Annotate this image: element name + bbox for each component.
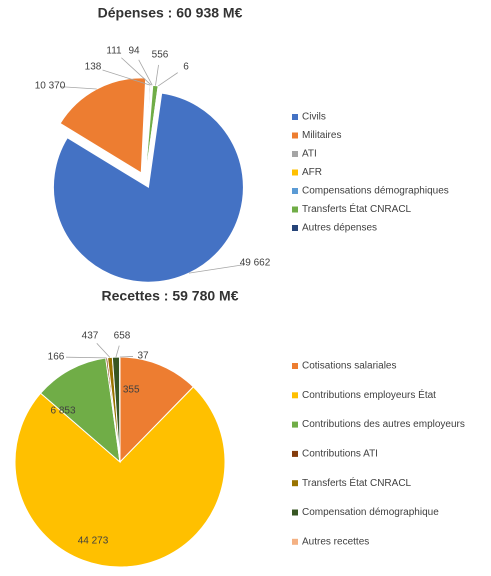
- legend-label: Contributions employeurs État: [302, 388, 436, 401]
- legend-swatch: [292, 132, 298, 139]
- leader-line: [121, 57, 152, 86]
- legend-swatch: [292, 509, 298, 516]
- data-label: 6 853: [50, 406, 75, 417]
- legend-label: Compensations démographiques: [302, 186, 449, 197]
- data-label: 49 662: [240, 258, 271, 269]
- legend-swatch: [292, 450, 298, 457]
- leader-line: [59, 86, 97, 90]
- legend-label: ATI: [302, 149, 317, 160]
- leader-line: [188, 264, 246, 274]
- legend-swatch: [292, 169, 298, 176]
- legend-swatch: [292, 206, 298, 213]
- pie-slice: [52, 92, 244, 283]
- data-label: 437: [82, 331, 99, 342]
- pie-slice: [14, 386, 226, 568]
- legend-swatch: [292, 114, 298, 120]
- chart-title: Dépenses : 60 938 M€: [98, 5, 243, 21]
- legend-swatch: [292, 392, 298, 399]
- leader-line: [155, 64, 159, 86]
- leader-line: [138, 59, 153, 86]
- data-label: 10 370: [35, 81, 66, 92]
- legend-swatch: [292, 538, 298, 545]
- data-label: 94: [128, 46, 140, 57]
- legend-label: AFR: [302, 167, 322, 178]
- data-label: 6: [183, 62, 189, 73]
- leader-line: [65, 356, 107, 359]
- legend-label: Cotisations salariales: [302, 361, 397, 372]
- leader-line: [102, 69, 151, 86]
- data-label: 138: [85, 62, 102, 73]
- legend-label: Contributions des autres employeurs: [302, 419, 465, 430]
- legend-swatch: [292, 363, 298, 369]
- pie-slice: [39, 357, 121, 464]
- legend-label: Autres dépenses: [302, 223, 377, 234]
- legend-swatch: [292, 151, 298, 157]
- data-label: 111: [106, 46, 122, 57]
- leader-line: [96, 343, 111, 358]
- legend-label: Transferts État CNRACL: [302, 202, 412, 215]
- legend-swatch: [292, 480, 298, 487]
- data-label: 7 355: [114, 385, 139, 396]
- legend-swatch: [292, 421, 298, 428]
- leader-line: [115, 345, 120, 358]
- leader-line: [158, 72, 178, 87]
- legend-swatch: [292, 225, 298, 231]
- data-label: 658: [114, 331, 131, 342]
- legend-label: Compensation démographique: [302, 507, 439, 518]
- data-label: 37: [137, 351, 149, 362]
- legend-label: Autres recettes: [302, 536, 369, 547]
- leader-line: [119, 356, 134, 358]
- legend-swatch: [292, 188, 298, 194]
- data-label: 166: [48, 352, 65, 363]
- data-label: 556: [152, 50, 169, 61]
- pie-slice: [59, 77, 147, 174]
- legend-label: Transferts État CNRACL: [302, 476, 412, 489]
- chart-title: Recettes : 59 780 M€: [102, 288, 239, 304]
- legend-label: Civils: [302, 112, 326, 123]
- legend-label: Contributions ATI: [302, 449, 378, 460]
- data-label: 44 273: [78, 536, 109, 547]
- legend-label: Militaires: [302, 130, 341, 141]
